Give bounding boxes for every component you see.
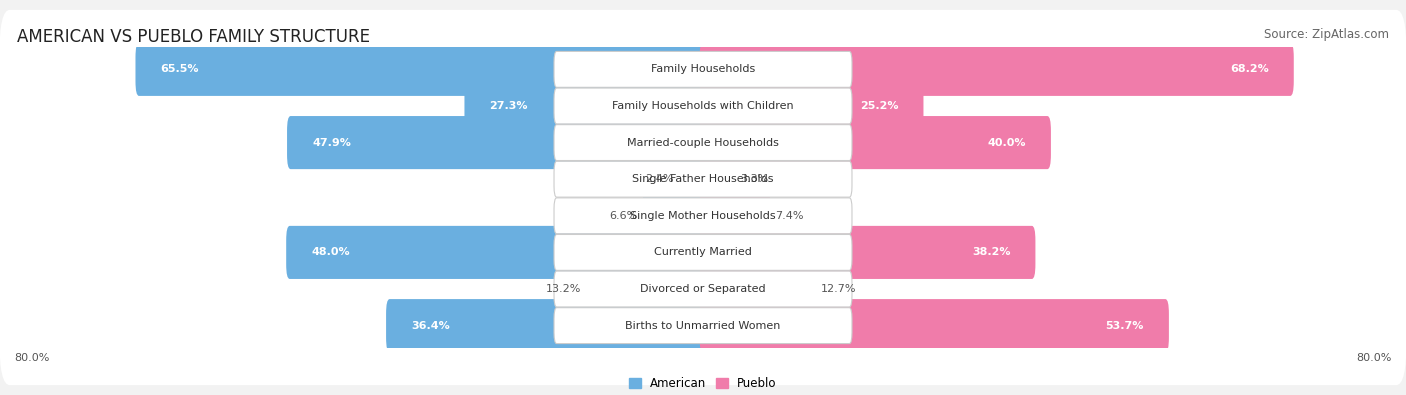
FancyBboxPatch shape [13,73,1393,139]
FancyBboxPatch shape [554,88,852,124]
Text: Births to Unmarried Women: Births to Unmarried Women [626,321,780,331]
Text: Single Mother Households: Single Mother Households [630,211,776,221]
Text: Married-couple Households: Married-couple Households [627,137,779,148]
Text: Source: ZipAtlas.com: Source: ZipAtlas.com [1264,28,1389,41]
Text: 80.0%: 80.0% [14,353,49,363]
FancyBboxPatch shape [13,293,1393,358]
FancyBboxPatch shape [554,161,852,197]
FancyBboxPatch shape [700,79,924,132]
FancyBboxPatch shape [0,83,1406,202]
FancyBboxPatch shape [0,229,1406,348]
Text: 80.0%: 80.0% [1357,353,1392,363]
Text: 65.5%: 65.5% [160,64,200,74]
Text: Divorced or Separated: Divorced or Separated [640,284,766,294]
FancyBboxPatch shape [554,51,852,87]
Text: 68.2%: 68.2% [1230,64,1268,74]
FancyBboxPatch shape [13,37,1393,102]
Text: AMERICAN VS PUEBLO FAMILY STRUCTURE: AMERICAN VS PUEBLO FAMILY STRUCTURE [17,28,370,46]
FancyBboxPatch shape [7,96,1399,189]
FancyBboxPatch shape [700,43,1294,96]
FancyBboxPatch shape [135,43,706,96]
Text: 36.4%: 36.4% [411,321,450,331]
FancyBboxPatch shape [554,125,852,160]
Text: 27.3%: 27.3% [489,101,527,111]
FancyBboxPatch shape [7,243,1399,335]
FancyBboxPatch shape [700,189,770,243]
FancyBboxPatch shape [0,47,1406,166]
FancyBboxPatch shape [7,169,1399,262]
FancyBboxPatch shape [7,279,1399,372]
Text: 38.2%: 38.2% [972,247,1011,258]
Text: 3.3%: 3.3% [740,174,768,184]
FancyBboxPatch shape [0,193,1406,312]
FancyBboxPatch shape [586,263,706,316]
Text: 25.2%: 25.2% [860,101,898,111]
Text: Currently Married: Currently Married [654,247,752,258]
FancyBboxPatch shape [700,263,815,316]
FancyBboxPatch shape [700,299,1168,352]
FancyBboxPatch shape [0,120,1406,239]
FancyBboxPatch shape [700,116,1050,169]
FancyBboxPatch shape [7,206,1399,299]
FancyBboxPatch shape [700,152,735,206]
Text: Family Households: Family Households [651,64,755,74]
FancyBboxPatch shape [13,110,1393,175]
Text: 40.0%: 40.0% [987,137,1026,148]
FancyBboxPatch shape [554,235,852,270]
Text: 12.7%: 12.7% [821,284,856,294]
Text: 48.0%: 48.0% [311,247,350,258]
Text: 6.6%: 6.6% [609,211,637,221]
Legend: American, Pueblo: American, Pueblo [628,377,778,390]
FancyBboxPatch shape [464,79,706,132]
Text: 7.4%: 7.4% [775,211,804,221]
Text: 47.9%: 47.9% [312,137,352,148]
FancyBboxPatch shape [13,220,1393,285]
FancyBboxPatch shape [700,226,1035,279]
Text: Single Father Households: Single Father Households [633,174,773,184]
FancyBboxPatch shape [13,147,1393,212]
FancyBboxPatch shape [679,152,706,206]
FancyBboxPatch shape [287,226,706,279]
Text: 2.4%: 2.4% [645,174,673,184]
FancyBboxPatch shape [7,23,1399,116]
Text: 13.2%: 13.2% [546,284,581,294]
FancyBboxPatch shape [7,60,1399,152]
FancyBboxPatch shape [13,256,1393,322]
FancyBboxPatch shape [13,183,1393,248]
FancyBboxPatch shape [0,266,1406,385]
FancyBboxPatch shape [554,308,852,344]
Text: 53.7%: 53.7% [1105,321,1144,331]
Text: Family Households with Children: Family Households with Children [612,101,794,111]
FancyBboxPatch shape [554,271,852,307]
FancyBboxPatch shape [643,189,706,243]
FancyBboxPatch shape [7,133,1399,226]
FancyBboxPatch shape [0,10,1406,129]
FancyBboxPatch shape [0,156,1406,275]
FancyBboxPatch shape [387,299,706,352]
FancyBboxPatch shape [287,116,706,169]
FancyBboxPatch shape [554,198,852,234]
